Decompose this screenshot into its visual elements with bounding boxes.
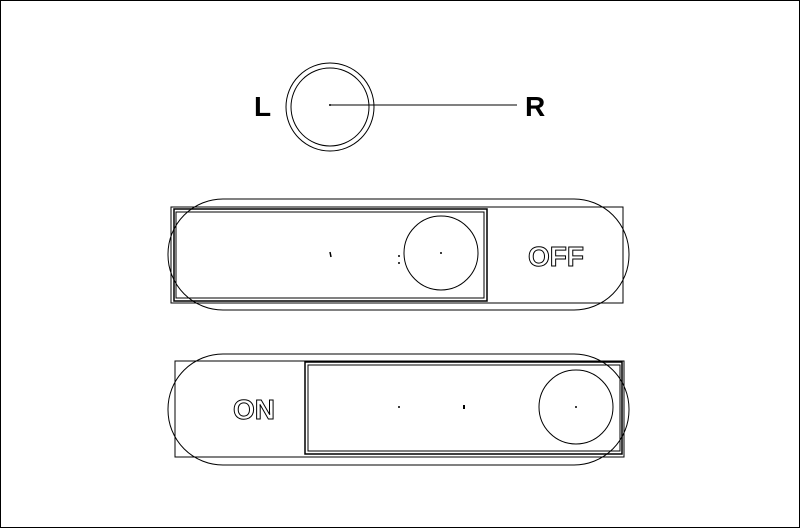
switch-on-mark bbox=[463, 405, 465, 409]
switch-on-knob-center bbox=[575, 406, 577, 408]
switch-off-mark bbox=[329, 251, 332, 258]
switch-on-track-pill bbox=[167, 353, 630, 466]
switch-off-slider-inner bbox=[175, 211, 485, 299]
switch-off-track-pill bbox=[167, 198, 630, 311]
switch-on-track-frame bbox=[174, 360, 625, 458]
switch-off-label: OFF bbox=[528, 241, 584, 272]
toggle-switch-on[interactable] bbox=[167, 353, 630, 466]
switch-off-track-frame bbox=[170, 206, 624, 304]
rotary-knob[interactable] bbox=[285, 62, 517, 152]
switch-off-dot-b bbox=[398, 262, 400, 264]
switch-on-slider-body bbox=[304, 361, 623, 455]
switch-on-label: ON bbox=[233, 394, 275, 425]
knob-center-dot bbox=[329, 104, 331, 106]
knob-outer-ring bbox=[285, 62, 375, 152]
knob-right-label: R bbox=[525, 91, 545, 122]
toggle-switch-off[interactable] bbox=[167, 198, 630, 311]
switch-on-slider-inner bbox=[307, 364, 621, 452]
knob-inner-ring bbox=[290, 67, 370, 147]
knob-left-label: L bbox=[254, 91, 271, 122]
switch-on-dot bbox=[398, 406, 400, 408]
switch-off-slider-body bbox=[173, 208, 488, 302]
switch-off-dot-a bbox=[398, 255, 400, 257]
switch-off-knob[interactable] bbox=[403, 215, 479, 291]
switch-on-knob[interactable] bbox=[538, 369, 614, 445]
switch-off-knob-center bbox=[440, 252, 442, 254]
